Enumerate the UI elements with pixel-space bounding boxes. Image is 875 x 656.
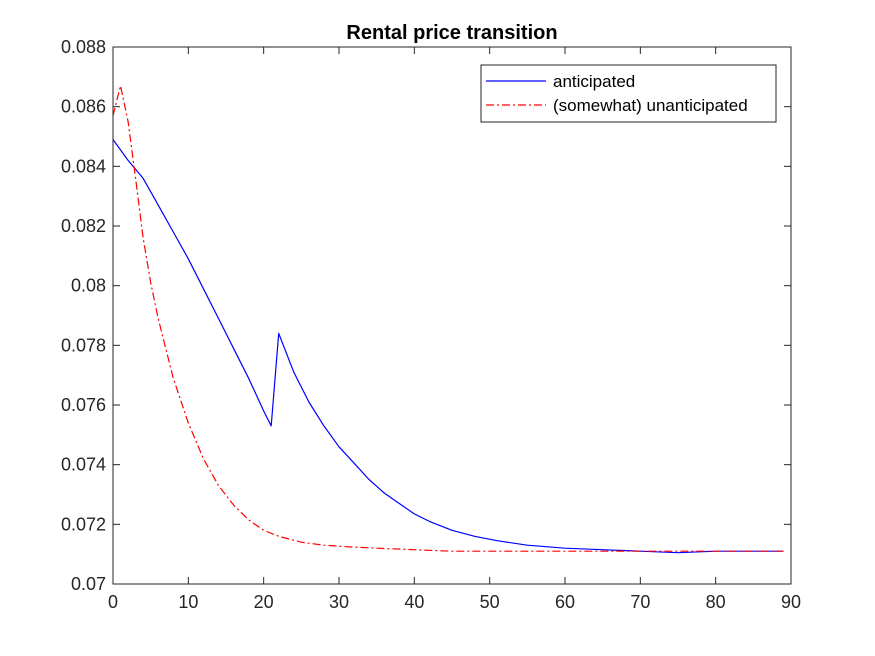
x-tick-label: 90 [781, 592, 801, 612]
axes-box [112, 46, 792, 585]
y-tick-label: 0.076 [61, 395, 106, 415]
x-tick-label: 40 [404, 592, 424, 612]
legend: anticipated (somewhat) unanticipated [480, 64, 777, 123]
y-axis: 0.07 0.072 0.074 0.076 0.078 0.08 0.082 0.084 0.… [61, 37, 791, 594]
y-tick-label: 0.07 [71, 574, 106, 594]
legend-label-anticipated: anticipated [553, 72, 635, 91]
x-tick-label: 80 [706, 592, 726, 612]
x-tick-label: 30 [329, 592, 349, 612]
y-tick-label: 0.084 [61, 156, 106, 176]
series-line-unanticipated [112, 85, 784, 552]
y-tick-label: 0.08 [71, 276, 106, 296]
x-tick-label: 50 [480, 592, 500, 612]
plot-area [113, 47, 791, 584]
x-tick-label: 70 [630, 592, 650, 612]
chart-title: Rental price transition [346, 22, 557, 44]
legend-label-unanticipated: (somewhat) unanticipated [553, 96, 748, 115]
x-tick-label: 0 [108, 592, 118, 612]
legend-box [480, 64, 777, 123]
x-tick-label: 20 [254, 592, 274, 612]
y-tick-label: 0.086 [61, 97, 106, 117]
x-tick-label: 10 [178, 592, 198, 612]
y-tick-label: 0.072 [61, 514, 106, 534]
y-tick-label: 0.088 [61, 37, 106, 57]
y-tick-label: 0.078 [61, 335, 106, 355]
y-tick-label: 0.082 [61, 216, 106, 236]
y-tick-label: 0.074 [61, 455, 106, 475]
x-tick-label: 60 [555, 592, 575, 612]
x-axis: 0 10 20 30 40 50 60 70 80 90 [108, 47, 801, 612]
series-line-anticipated [112, 139, 784, 554]
series-layer [112, 85, 784, 554]
